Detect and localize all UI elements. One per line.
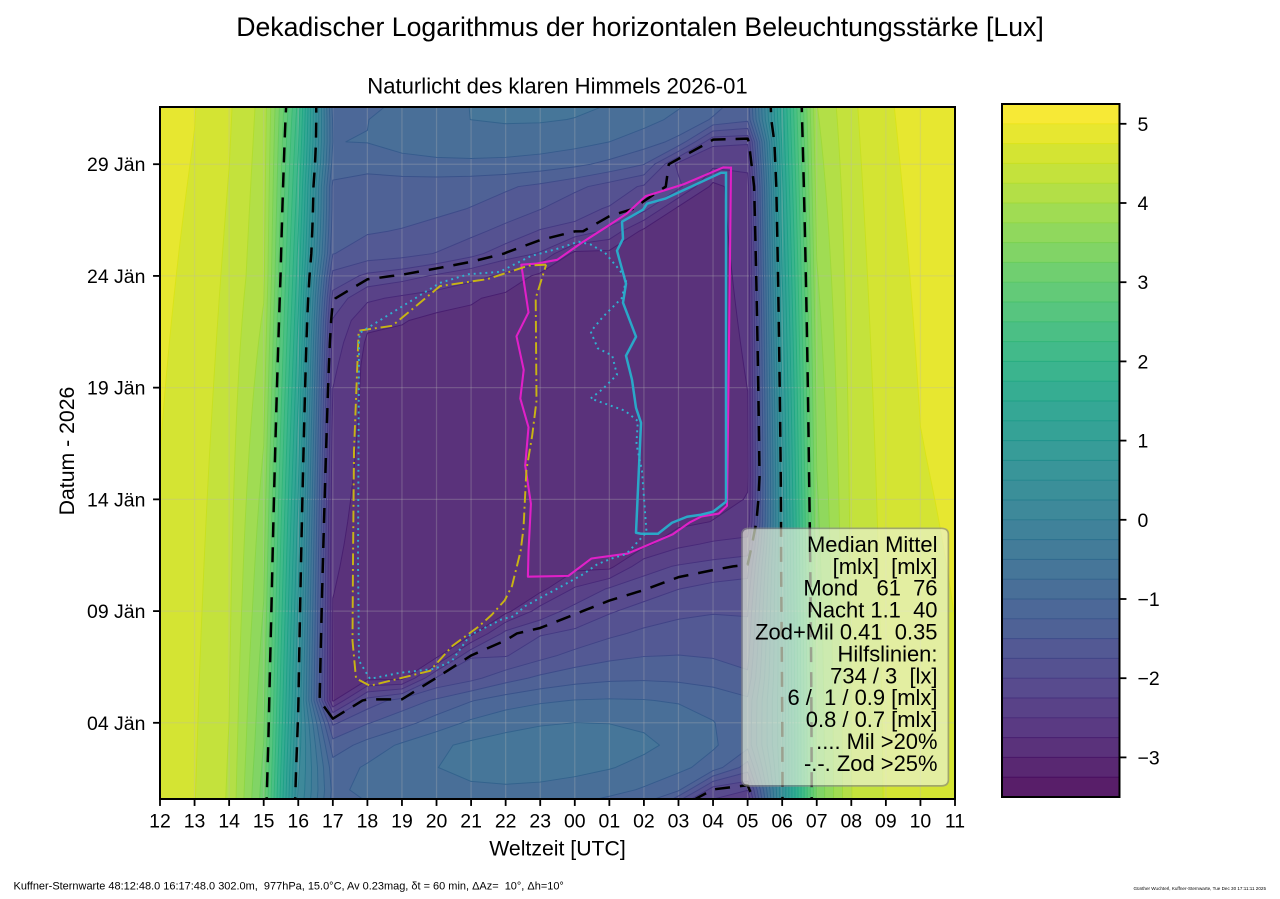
svg-text:00: 00: [564, 811, 586, 833]
svg-text:23: 23: [529, 811, 551, 833]
svg-text:6 / 1 / 0.9 [mlx]: 6 / 1 / 0.9 [mlx]: [788, 685, 938, 710]
svg-text:Hilfslinien:: Hilfslinien:: [838, 641, 938, 666]
svg-text:-.-. Zod >25%: -.-. Zod >25%: [804, 751, 938, 776]
svg-text:19 Jän: 19 Jän: [87, 378, 145, 400]
svg-text:01: 01: [599, 811, 621, 833]
svg-text:Kuffner-Sternwarte 48:12:48.0: Kuffner-Sternwarte 48:12:48.0 16:17:48.0…: [14, 880, 564, 892]
svg-text:03: 03: [668, 811, 690, 833]
svg-text:15: 15: [253, 811, 275, 833]
svg-text:2: 2: [1138, 351, 1149, 373]
svg-text:0.8 / 0.7 [mlx]: 0.8 / 0.7 [mlx]: [806, 707, 938, 732]
svg-text:02: 02: [633, 811, 655, 833]
svg-text:0: 0: [1138, 510, 1149, 532]
svg-text:19: 19: [391, 811, 413, 833]
svg-text:3: 3: [1138, 272, 1149, 294]
svg-text:1: 1: [1138, 431, 1149, 453]
svg-text:.... Mil >20%: .... Mil >20%: [816, 729, 937, 754]
svg-text:12: 12: [149, 811, 171, 833]
svg-text:4: 4: [1138, 193, 1149, 215]
svg-text:−1: −1: [1138, 589, 1160, 611]
svg-text:08: 08: [840, 811, 862, 833]
svg-text:16: 16: [287, 811, 309, 833]
svg-text:Zod+Mil 0.41 0.35: Zod+Mil 0.41 0.35: [755, 619, 937, 644]
svg-text:06: 06: [771, 811, 793, 833]
svg-text:Dekadischer Logarithmus der ho: Dekadischer Logarithmus der horizontalen…: [236, 12, 1044, 42]
svg-text:04: 04: [702, 811, 724, 833]
svg-text:11: 11: [945, 811, 965, 833]
svg-text:Datum - 2026: Datum - 2026: [55, 387, 79, 516]
svg-text:04 Jän: 04 Jän: [87, 713, 145, 735]
svg-text:07: 07: [806, 811, 828, 833]
svg-text:Günther Wuchterl, Kuffner-Ster: Günther Wuchterl, Kuffner-Sternwarte, Tu…: [1133, 886, 1266, 891]
svg-text:5: 5: [1138, 114, 1149, 136]
svg-text:Mond 61 76: Mond 61 76: [803, 576, 937, 601]
svg-text:10: 10: [910, 811, 932, 833]
svg-text:Weltzeit [UTC]: Weltzeit [UTC]: [489, 836, 626, 860]
svg-text:09: 09: [875, 811, 897, 833]
svg-text:−3: −3: [1138, 747, 1160, 769]
svg-text:29 Jän: 29 Jän: [87, 154, 145, 176]
svg-text:09 Jän: 09 Jän: [87, 601, 145, 623]
svg-text:13: 13: [184, 811, 206, 833]
svg-text:21: 21: [460, 811, 482, 833]
svg-text:Nacht 1.1 40: Nacht 1.1 40: [807, 598, 938, 623]
svg-text:18: 18: [357, 811, 379, 833]
svg-text:Median Mittel: Median Mittel: [807, 532, 937, 557]
svg-text:−2: −2: [1138, 668, 1160, 690]
svg-text:734 / 3 [lx]: 734 / 3 [lx]: [830, 663, 937, 688]
svg-text:Naturlicht des klaren Himmels: Naturlicht des klaren Himmels 2026-01: [367, 74, 747, 99]
svg-text:14 Jän: 14 Jän: [87, 489, 145, 511]
svg-text:17: 17: [322, 811, 344, 833]
svg-text:20: 20: [426, 811, 448, 833]
svg-text:[mlx] [mlx]: [mlx] [mlx]: [827, 554, 938, 579]
svg-text:22: 22: [495, 811, 517, 833]
svg-text:24 Jän: 24 Jän: [87, 266, 145, 288]
svg-text:14: 14: [218, 811, 240, 833]
svg-text:05: 05: [737, 811, 759, 833]
